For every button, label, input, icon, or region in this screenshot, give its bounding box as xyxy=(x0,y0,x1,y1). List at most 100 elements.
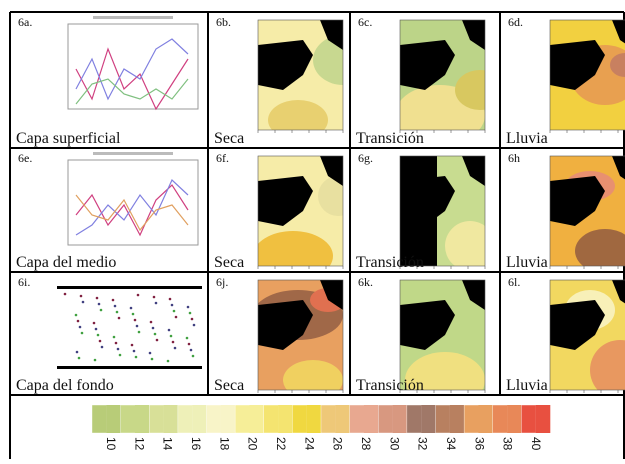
colorbar-tick-label: 22 xyxy=(274,437,288,451)
panel-label: 6k. xyxy=(358,275,373,289)
dot xyxy=(133,318,137,322)
map-zone xyxy=(318,176,343,216)
dot xyxy=(95,296,99,300)
map-zone xyxy=(313,35,343,85)
map-body xyxy=(258,20,343,130)
map-coast xyxy=(320,156,343,186)
plot-line xyxy=(75,184,189,237)
dot xyxy=(92,321,96,325)
map-zone xyxy=(258,231,333,266)
dot xyxy=(185,336,189,340)
map-zone xyxy=(590,340,625,390)
dot xyxy=(77,356,81,360)
panel-caption: Lluvia xyxy=(506,254,548,271)
plot-title xyxy=(93,16,173,19)
map-zone xyxy=(575,229,625,266)
dot xyxy=(172,309,176,313)
dot xyxy=(129,306,133,310)
panel-caption: Transición xyxy=(356,377,424,394)
colorbar-cell xyxy=(349,404,365,434)
dot xyxy=(136,293,140,297)
colorbar-cell xyxy=(278,405,293,433)
panel-caption: Seca xyxy=(214,377,244,394)
colorbar-cell xyxy=(120,404,136,434)
panel-label: 6j. xyxy=(216,275,228,289)
plot-line xyxy=(75,178,189,236)
map-frame xyxy=(257,155,344,267)
map-zone xyxy=(283,360,343,390)
colorbar-tick-label: 16 xyxy=(189,437,203,451)
plot-title xyxy=(93,152,173,155)
dot xyxy=(186,305,190,309)
map-coast xyxy=(612,280,625,304)
dot xyxy=(168,297,172,301)
panel-caption: Seca xyxy=(214,130,244,147)
colorbar-cell xyxy=(363,405,379,433)
colorbar-cell xyxy=(378,404,394,434)
colorbar-tick-label: 14 xyxy=(161,437,175,451)
colorbar-cell xyxy=(192,405,207,433)
dot xyxy=(171,340,175,344)
dot xyxy=(80,331,84,335)
map-frame xyxy=(399,19,486,131)
panel-label: 6c. xyxy=(358,15,372,29)
map-land xyxy=(258,40,313,90)
dot xyxy=(75,350,79,354)
dot xyxy=(167,328,171,332)
map-land xyxy=(550,176,605,226)
map-frame xyxy=(549,155,625,267)
dot xyxy=(153,332,157,336)
map-coast xyxy=(462,280,485,310)
colorbar-cell xyxy=(234,404,250,434)
map-zone xyxy=(610,53,625,77)
map-body xyxy=(550,280,625,390)
colorbar-tick-label: 28 xyxy=(359,437,373,451)
dot xyxy=(117,316,121,320)
thumbnail-map xyxy=(549,155,625,269)
panel-caption: Transición xyxy=(356,130,424,147)
plot-line xyxy=(75,78,189,105)
map-frame xyxy=(549,19,625,131)
colorbar-cell xyxy=(521,404,537,434)
dot xyxy=(118,353,122,357)
map-frame xyxy=(549,279,625,391)
colorbar-tick-label: 30 xyxy=(387,437,401,451)
dot xyxy=(130,343,134,347)
colorbar-tick-label: 32 xyxy=(416,437,430,451)
dot xyxy=(152,295,156,299)
colorbar-cell xyxy=(449,405,465,433)
thumbnail-map xyxy=(399,155,486,269)
thumbnail-dots xyxy=(57,286,202,369)
dot xyxy=(97,302,101,306)
colorbar-cell xyxy=(535,405,551,433)
dot xyxy=(116,347,120,351)
colorbar-tick-label: 26 xyxy=(331,437,345,451)
panel-label: 6b. xyxy=(216,15,231,29)
colorbar-cell xyxy=(177,404,193,434)
dot xyxy=(115,310,119,314)
dot xyxy=(113,304,117,308)
thumbnail-map xyxy=(549,19,625,133)
colorbar-cell xyxy=(134,405,150,433)
colorbar-tick-label: 18 xyxy=(217,437,231,451)
dot xyxy=(132,349,136,353)
map-land xyxy=(258,300,313,350)
colorbar-cell xyxy=(507,405,522,433)
dot xyxy=(190,317,194,321)
colorbar-cell xyxy=(421,405,436,433)
colorbar-tick-label: 38 xyxy=(501,437,515,451)
dot xyxy=(94,327,98,331)
map-zone xyxy=(268,100,328,130)
map-frame xyxy=(399,155,486,267)
thumbnail-map xyxy=(399,19,486,133)
thumbnail-map xyxy=(257,279,344,393)
dot xyxy=(174,315,178,319)
colorbar-tick-label: 20 xyxy=(246,437,260,451)
map-land xyxy=(400,176,455,226)
map-coast xyxy=(612,156,625,180)
dot xyxy=(114,341,118,345)
map-coast xyxy=(612,20,625,44)
panel-caption: Transición xyxy=(356,254,424,271)
panel-label: 6a. xyxy=(18,15,32,29)
